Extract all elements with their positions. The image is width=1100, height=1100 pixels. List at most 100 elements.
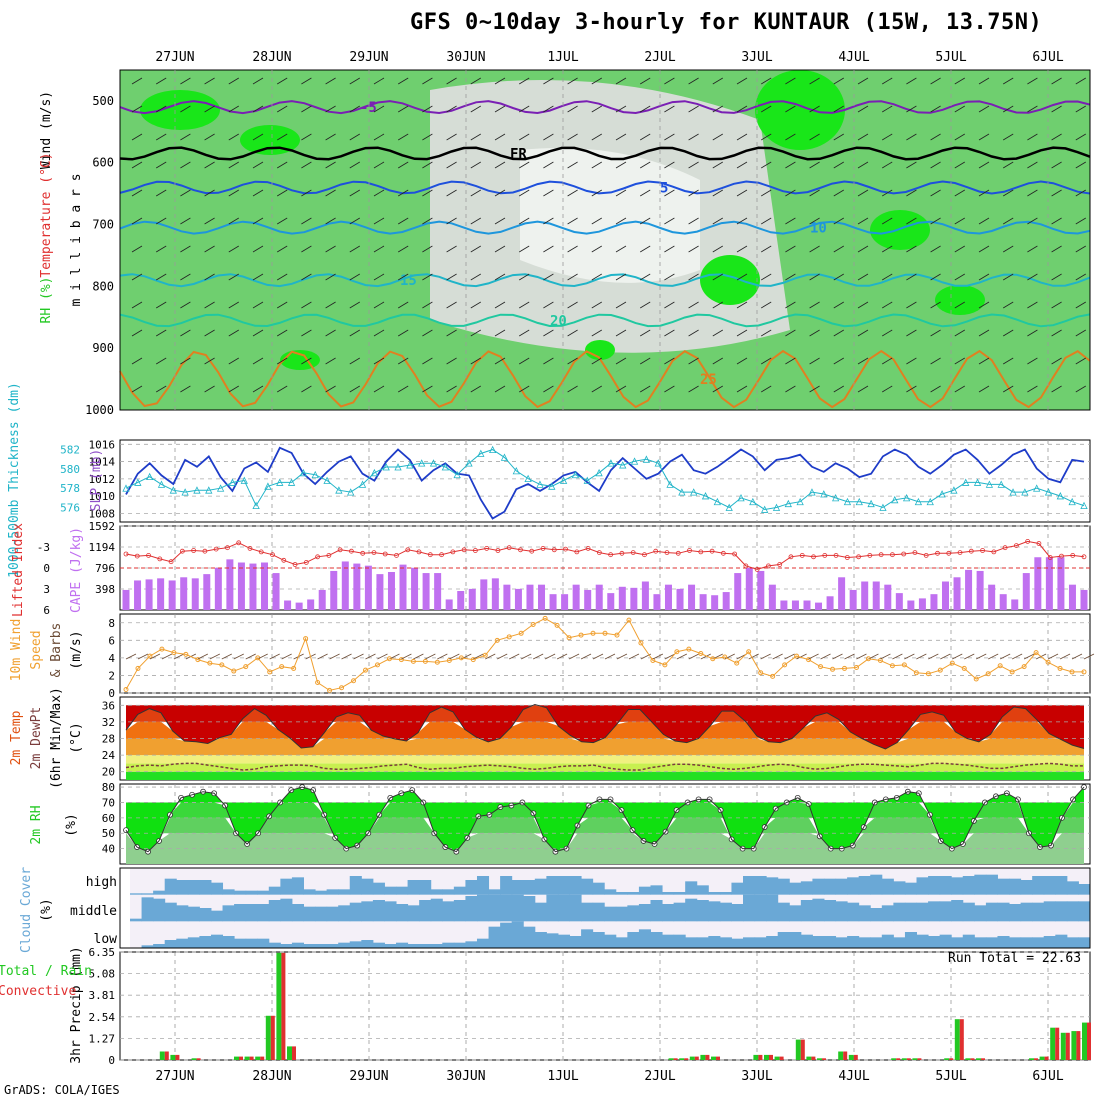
- wind-barb: [252, 357, 264, 365]
- wind-barb: [1051, 161, 1062, 169]
- wind-barb-10m: [940, 653, 951, 660]
- wind-barb: [954, 217, 966, 225]
- cloud-high-bar: [372, 882, 385, 895]
- wind-barb: [397, 77, 409, 85]
- thickness-marker: [666, 480, 674, 488]
- wind-barb: [785, 161, 796, 169]
- thickness-marker: [370, 468, 379, 477]
- cloud-high-bar: [187, 880, 200, 895]
- wind-barb: [155, 273, 167, 281]
- cloud-middle-bar: [696, 900, 709, 922]
- wind-barb: [1027, 245, 1038, 253]
- rh-field-moist: [935, 285, 985, 315]
- cloud-frame: [119, 867, 1091, 949]
- precip-convective-bar: [705, 1054, 710, 1060]
- wind-barb: [180, 301, 191, 309]
- wind-barb-10m: [760, 653, 771, 660]
- wind-barb: [276, 217, 288, 225]
- wind-axis-label-1: 10m Wind: [9, 619, 24, 682]
- cape-bar: [768, 584, 776, 610]
- cape-bar: [191, 578, 199, 610]
- wind-barb-10m: [652, 653, 664, 660]
- wind-barb: [373, 357, 385, 365]
- wind-barb: [276, 385, 288, 393]
- wind-barb: [1075, 273, 1087, 281]
- cloud-low-bar: [1078, 937, 1091, 948]
- cloud-low-bar: [372, 942, 385, 948]
- cloud-middle-bar: [546, 894, 559, 922]
- wind-barb: [373, 385, 385, 393]
- wind-barb: [543, 245, 554, 253]
- wind-barb: [833, 105, 845, 113]
- wind-barb: [906, 189, 917, 197]
- lifted-index-marker: [236, 540, 242, 546]
- wind-barb: [228, 329, 240, 337]
- wind-speed-marker: [135, 665, 141, 671]
- wind-barb-10m: [892, 653, 903, 660]
- wind-barb: [422, 385, 433, 393]
- wind-barb: [301, 385, 312, 393]
- precip-tick-label: 5.08: [89, 968, 116, 981]
- wind-barb: [906, 77, 917, 85]
- cloud-middle-bar: [754, 894, 767, 922]
- wind-barb-10m: [425, 653, 436, 660]
- precip-total-bar: [764, 1054, 769, 1060]
- precip-total-bar: [965, 1058, 971, 1060]
- cloud-low-bar: [835, 937, 848, 948]
- temp-band: [126, 771, 1084, 780]
- wind-axis-tick-label: 4: [108, 652, 115, 665]
- wind-barb-10m: [173, 653, 185, 660]
- wind-barb: [228, 105, 240, 113]
- wind-barb: [930, 385, 941, 393]
- cloud-low-bar: [338, 942, 351, 948]
- cape-bar: [838, 577, 846, 610]
- wind-barb: [204, 385, 215, 393]
- cloud-low-bar: [777, 932, 790, 948]
- day-label-top: 30JUN: [446, 50, 485, 65]
- wind-barb: [954, 385, 966, 393]
- wind-barb: [639, 357, 651, 365]
- wind-barb: [760, 161, 772, 169]
- wind-barb: [1075, 385, 1087, 393]
- wind-barb: [518, 189, 530, 197]
- rh-field-moist: [700, 255, 760, 305]
- cloud-high-bar: [916, 877, 929, 895]
- wind-speed-marker: [315, 679, 321, 685]
- wind-barb: [712, 217, 724, 225]
- cloud-low-bar: [789, 932, 802, 948]
- wind-barb: [591, 245, 603, 253]
- wind-barb: [881, 189, 893, 197]
- precip-total-bar: [753, 1054, 759, 1060]
- wind-barb: [494, 189, 506, 197]
- precip-total-bar: [944, 1058, 950, 1060]
- wind-barb: [349, 273, 361, 281]
- wind-barb: [301, 189, 312, 197]
- wind-barb: [809, 105, 820, 113]
- cloud-low-bar: [546, 933, 559, 948]
- wind-speed-marker: [351, 678, 357, 684]
- cape-bar: [180, 577, 188, 610]
- wind-barb: [349, 217, 361, 225]
- cloud-low-bar: [766, 936, 779, 948]
- day-label-bottom: 29JUN: [349, 1069, 388, 1084]
- rh-axis-tick-label: 80: [102, 781, 115, 794]
- precip-convective-bar: [1087, 1022, 1091, 1060]
- cloud-middle-bar: [708, 901, 721, 922]
- wind-barb: [1075, 301, 1087, 309]
- cloud-middle-bar: [974, 905, 987, 922]
- precip-total-bar: [1050, 1027, 1056, 1060]
- wind-barb: [325, 301, 336, 309]
- wind-barb: [833, 161, 845, 169]
- cloud-high-bar: [835, 878, 848, 895]
- wind-barb: [155, 301, 167, 309]
- wind-barb: [954, 133, 966, 141]
- cape-bar: [422, 573, 430, 610]
- wind-barb: [276, 77, 288, 85]
- wind-barb: [712, 161, 724, 169]
- lifted-index-tick-label: 6: [43, 604, 50, 617]
- wind-barb: [1027, 329, 1038, 337]
- cloud-low-bar: [396, 942, 409, 948]
- cloud-high-bar: [176, 880, 189, 895]
- wind-barb: [180, 133, 191, 141]
- wind-barb: [180, 329, 191, 337]
